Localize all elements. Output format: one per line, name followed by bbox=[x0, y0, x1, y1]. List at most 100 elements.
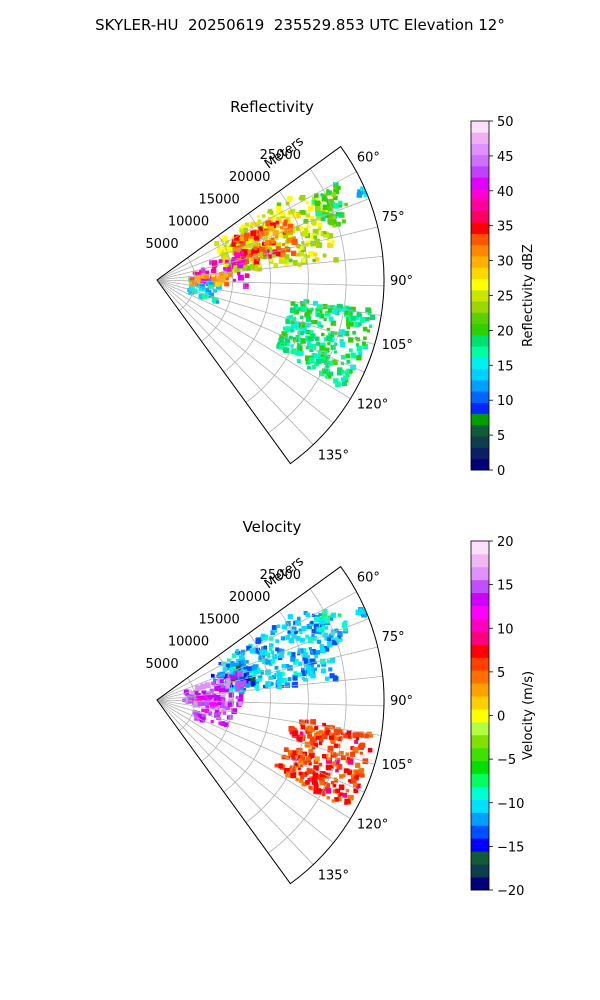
colorbar-swatch bbox=[471, 683, 489, 697]
colorbar-tick-label: 5 bbox=[497, 666, 505, 681]
echo-gate bbox=[235, 658, 240, 663]
colorbar-swatch bbox=[471, 566, 489, 581]
echo-gate bbox=[323, 231, 330, 238]
echo-gate bbox=[296, 359, 301, 363]
echo-gate bbox=[326, 796, 330, 800]
echo-gate bbox=[231, 708, 237, 715]
echo-gate bbox=[228, 259, 232, 264]
echo-gate bbox=[215, 694, 221, 700]
echo-gate bbox=[338, 200, 343, 205]
echo-gate bbox=[338, 784, 345, 791]
echo-gate bbox=[253, 258, 260, 265]
azimuth-spoke bbox=[156, 699, 384, 707]
echo-gate bbox=[315, 336, 320, 341]
echo-gate bbox=[270, 222, 276, 229]
echo-gate bbox=[251, 665, 257, 671]
colorbar-swatch bbox=[471, 267, 489, 280]
echo-gate bbox=[305, 360, 311, 365]
echo-gate bbox=[305, 665, 312, 671]
colorbar-tick-label: −20 bbox=[497, 884, 524, 899]
echo-gate bbox=[310, 665, 314, 670]
echo-gate bbox=[219, 704, 224, 709]
radial-tick-label: 5000 bbox=[146, 657, 179, 672]
echo-gate bbox=[346, 321, 352, 327]
echo-gate bbox=[227, 271, 234, 278]
echo-gate bbox=[348, 317, 353, 322]
echo-gate bbox=[281, 663, 286, 669]
echo-gate bbox=[285, 635, 290, 640]
echo-gate bbox=[298, 250, 305, 257]
colorbar-swatch bbox=[471, 812, 489, 826]
echo-gate bbox=[272, 654, 277, 659]
echo-gate bbox=[326, 238, 330, 242]
echo-gate bbox=[358, 731, 364, 738]
echo-gate bbox=[313, 781, 318, 787]
echo-gate bbox=[351, 779, 357, 784]
echo-gate bbox=[296, 616, 301, 621]
echo-gate bbox=[240, 224, 246, 229]
echo-gate bbox=[341, 370, 345, 374]
echo-gate bbox=[260, 649, 266, 656]
echo-gate bbox=[200, 683, 206, 689]
echo-gate bbox=[337, 796, 342, 802]
echo-gate bbox=[268, 636, 274, 641]
echo-gate bbox=[227, 701, 234, 707]
echo-gate bbox=[344, 310, 349, 315]
echo-gate bbox=[325, 788, 332, 794]
echo-gate bbox=[318, 211, 322, 215]
echo-gate bbox=[295, 225, 301, 231]
azimuth-spoke bbox=[156, 279, 314, 445]
echo-gate bbox=[210, 286, 214, 290]
echo-gate bbox=[314, 789, 318, 793]
echo-gate bbox=[368, 324, 373, 328]
echo-gate bbox=[315, 210, 321, 217]
echo-gate bbox=[324, 358, 328, 362]
echo-gate bbox=[298, 771, 303, 776]
echo-gate bbox=[204, 292, 209, 296]
echo-gate bbox=[325, 730, 331, 735]
velocity-colorbar bbox=[470, 540, 493, 891]
echo-gate bbox=[201, 708, 205, 713]
echo-gate bbox=[321, 733, 328, 740]
echo-gate bbox=[281, 677, 287, 684]
echo-gate bbox=[336, 636, 342, 642]
echo-gate bbox=[209, 260, 214, 265]
echo-gate bbox=[276, 624, 281, 628]
colorbar-swatch bbox=[471, 413, 489, 426]
echo-gate bbox=[328, 734, 335, 740]
echo-gate bbox=[225, 259, 229, 264]
echo-gate bbox=[337, 308, 342, 312]
echo-gate bbox=[310, 649, 316, 655]
echo-gate bbox=[294, 755, 299, 759]
echo-gate bbox=[283, 219, 288, 224]
echo-gate bbox=[356, 345, 362, 352]
colorbar-tick-label: 35 bbox=[497, 220, 514, 235]
echo-gate bbox=[357, 351, 363, 356]
echo-gate bbox=[307, 365, 311, 370]
echo-gate bbox=[330, 617, 334, 621]
echo-gate bbox=[285, 771, 290, 775]
echo-gate bbox=[348, 779, 351, 783]
azimuth-spoke bbox=[156, 279, 384, 287]
echo-gate bbox=[268, 675, 273, 680]
echo-gate bbox=[249, 647, 256, 654]
echo-gate bbox=[224, 281, 229, 287]
echo-gate bbox=[320, 777, 325, 782]
velocity-echoes bbox=[182, 607, 374, 805]
echo-gate bbox=[327, 745, 334, 752]
colorbar-tick-label: 40 bbox=[497, 185, 514, 200]
echo-gate bbox=[272, 229, 279, 236]
echo-gate bbox=[255, 638, 262, 644]
radial-tick-label: 5000 bbox=[146, 237, 179, 252]
echo-gate bbox=[303, 254, 308, 258]
echo-gate bbox=[285, 755, 290, 759]
echo-gate bbox=[269, 681, 274, 686]
echo-gate bbox=[350, 774, 354, 778]
echo-gate bbox=[322, 214, 327, 219]
echo-gate bbox=[366, 329, 371, 333]
echo-gate bbox=[327, 242, 334, 248]
azimuth-spoke bbox=[156, 226, 378, 281]
azimuth-tick-label: 120° bbox=[357, 818, 388, 833]
echo-gate bbox=[251, 222, 256, 227]
echo-gate bbox=[327, 212, 334, 218]
